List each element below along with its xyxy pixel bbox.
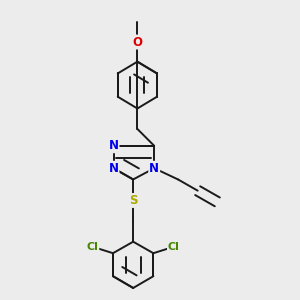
- Text: N: N: [109, 162, 118, 175]
- Text: N: N: [149, 162, 159, 175]
- Text: O: O: [132, 35, 142, 49]
- Text: N: N: [109, 139, 118, 152]
- Text: Cl: Cl: [168, 242, 180, 252]
- Text: S: S: [129, 194, 137, 207]
- Text: Cl: Cl: [87, 242, 98, 252]
